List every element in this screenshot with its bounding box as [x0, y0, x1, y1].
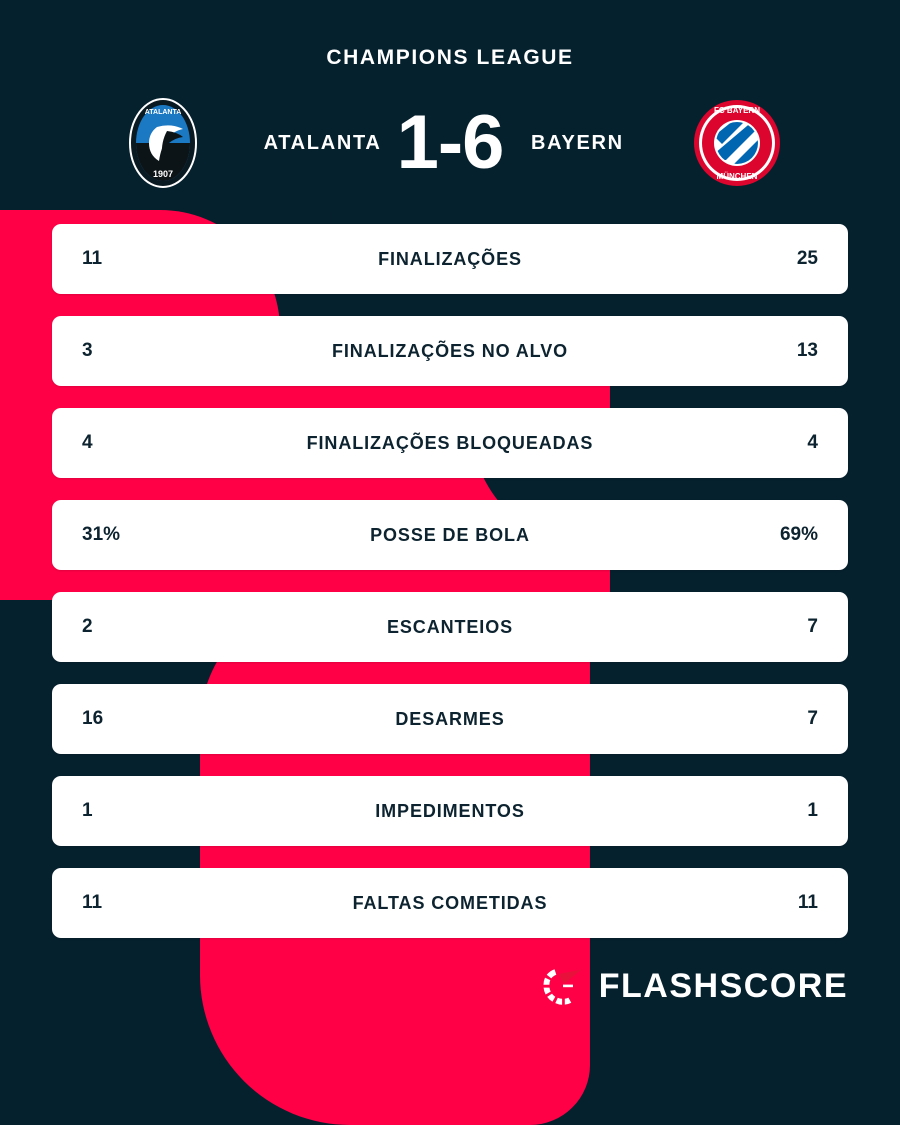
flashscore-logo-icon [543, 969, 582, 1005]
stat-row: 4 FINALIZAÇÕES BLOQUEADAS 4 [52, 408, 848, 478]
stat-label: IMPEDIMENTOS [375, 800, 525, 821]
stat-row: 16 DESARMES 7 [52, 684, 848, 754]
atalanta-crest-icon: ATALANTA 1907 [128, 98, 197, 188]
svg-text:FC BAYERN: FC BAYERN [714, 106, 760, 115]
svg-text:ATALANTA: ATALANTA [144, 109, 181, 116]
stat-row: 31% POSSE DE BOLA 69% [52, 500, 848, 570]
stat-home-value: 11 [82, 892, 103, 913]
stat-away-value: 25 [796, 248, 818, 269]
bayern-munich-crest-icon: FC BAYERN MÜNCHEN [694, 100, 781, 186]
stat-label: FALTAS COMETIDAS [352, 892, 548, 913]
stat-home-value: 1 [82, 800, 93, 821]
stat-home-value: 3 [82, 340, 93, 361]
away-crest-slot: FC BAYERN MÜNCHEN [637, 99, 837, 187]
home-crest-slot: ATALANTA 1907 [63, 97, 263, 189]
stat-row: 11 FALTAS COMETIDAS 11 [52, 868, 848, 938]
stat-label: DESARMES [395, 708, 505, 729]
stat-row: 2 ESCANTEIOS 7 [52, 592, 848, 662]
stat-label: FINALIZAÇÕES [378, 248, 522, 269]
stat-home-value: 2 [82, 616, 93, 637]
stat-away-value: 7 [807, 616, 818, 637]
stat-away-value: 7 [807, 708, 818, 729]
stat-home-value: 4 [82, 432, 93, 453]
stat-row: 3 FINALIZAÇÕES NO ALVO 13 [52, 316, 848, 386]
competition-title: CHAMPIONS LEAGUE [326, 46, 574, 69]
flashscore-brand[interactable]: FLASHSCORE [541, 964, 848, 1008]
stat-away-value: 69% [779, 524, 818, 545]
stat-home-value: 11 [82, 248, 103, 269]
svg-text:1907: 1907 [153, 169, 173, 179]
stat-away-value: 13 [796, 340, 818, 361]
stat-label: ESCANTEIOS [386, 616, 514, 637]
stat-away-value: 11 [797, 892, 818, 913]
stat-home-value: 31% [82, 524, 121, 545]
stat-row: 11 FINALIZAÇÕES 25 [52, 224, 848, 294]
stat-away-value: 1 [807, 800, 818, 821]
stat-label: FINALIZAÇÕES NO ALVO [332, 340, 568, 361]
stat-label: POSSE DE BOLA [370, 524, 530, 545]
match-score: 1-6 [396, 100, 505, 185]
away-team-name: BAYERN [531, 131, 624, 154]
stat-row: 1 IMPEDIMENTOS 1 [52, 776, 848, 846]
home-team-name: ATALANTA [263, 131, 382, 154]
stat-away-value: 4 [807, 432, 818, 453]
flashscore-wordmark: FLASHSCORE [598, 966, 848, 1005]
stat-home-value: 16 [82, 708, 104, 729]
footer: FLASHSCORE [0, 964, 900, 1008]
match-header: CHAMPIONS LEAGUE ATALANTA 1907 ATALANTA … [0, 0, 900, 198]
scoreboard: ATALANTA 1907 ATALANTA 1-6 BAYERN [0, 88, 900, 198]
match-statistics-list: 11 FINALIZAÇÕES 25 3 FINALIZAÇÕES NO ALVO 13 4… [0, 224, 900, 938]
stat-label: FINALIZAÇÕES BLOQUEADAS [306, 432, 594, 453]
svg-text:MÜNCHEN: MÜNCHEN [717, 172, 758, 181]
